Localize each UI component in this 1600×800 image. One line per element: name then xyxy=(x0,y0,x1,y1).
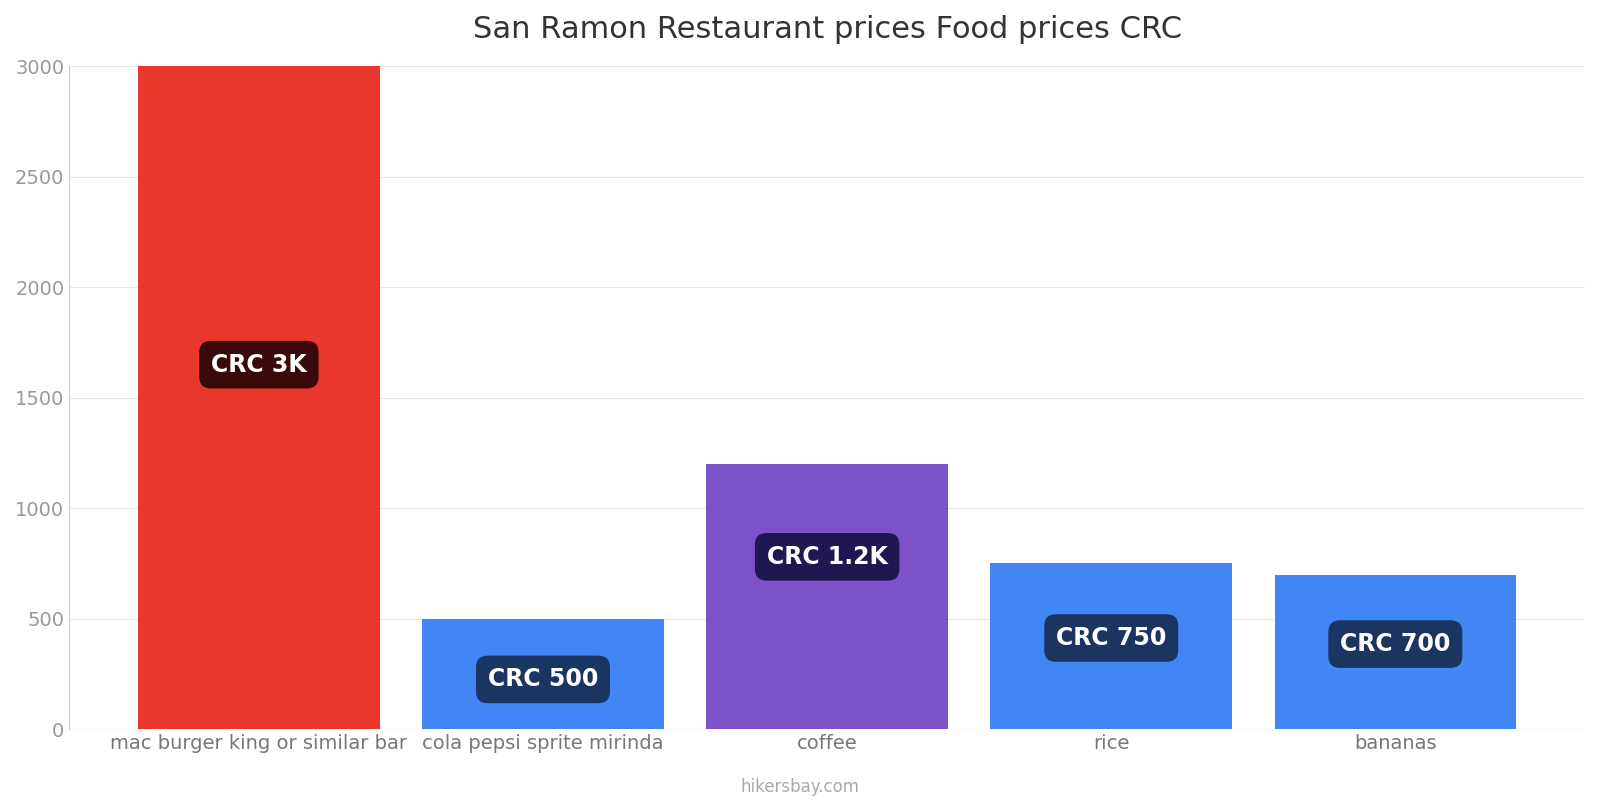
Bar xyxy=(422,618,664,729)
Text: CRC 3K: CRC 3K xyxy=(211,353,307,377)
Text: hikersbay.com: hikersbay.com xyxy=(741,778,859,796)
Text: CRC 700: CRC 700 xyxy=(1341,632,1451,656)
Title: San Ramon Restaurant prices Food prices CRC: San Ramon Restaurant prices Food prices … xyxy=(472,15,1182,44)
Bar xyxy=(138,66,379,729)
Bar xyxy=(1275,574,1517,729)
Text: CRC 1.2K: CRC 1.2K xyxy=(766,545,888,569)
Bar xyxy=(990,563,1232,729)
Bar xyxy=(706,464,947,729)
Text: CRC 750: CRC 750 xyxy=(1056,626,1166,650)
Text: CRC 500: CRC 500 xyxy=(488,667,598,691)
